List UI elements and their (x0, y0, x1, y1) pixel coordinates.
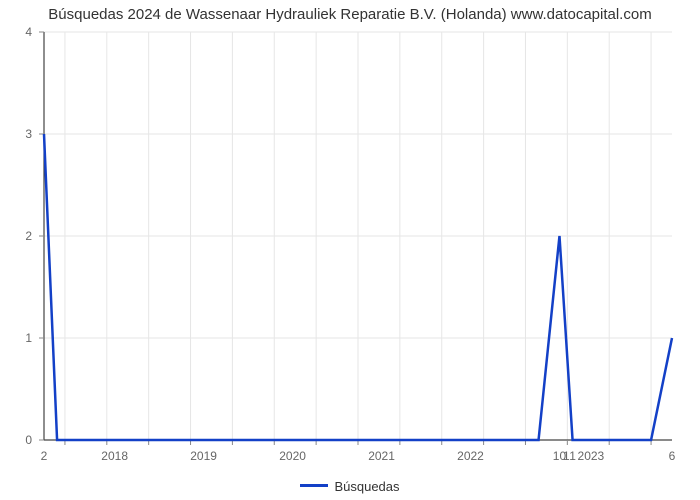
svg-text:0: 0 (25, 433, 32, 447)
chart-svg: 01234201820192020202120222023210116 (38, 30, 678, 470)
legend-swatch (300, 484, 328, 487)
chart-container: Búsquedas 2024 de Wassenaar Hydrauliek R… (0, 0, 700, 500)
svg-text:2022: 2022 (457, 449, 484, 463)
svg-text:2: 2 (41, 449, 48, 463)
legend: Búsquedas (0, 479, 700, 494)
svg-text:2021: 2021 (368, 449, 395, 463)
plot-area: 01234201820192020202120222023210116 (38, 30, 678, 440)
svg-text:2019: 2019 (190, 449, 217, 463)
svg-text:6: 6 (669, 449, 676, 463)
svg-text:2023: 2023 (578, 449, 605, 463)
svg-text:2020: 2020 (279, 449, 306, 463)
svg-text:1: 1 (569, 449, 576, 463)
svg-text:4: 4 (25, 25, 32, 39)
svg-text:2: 2 (25, 229, 32, 243)
chart-title: Búsquedas 2024 de Wassenaar Hydrauliek R… (0, 6, 700, 23)
svg-text:1: 1 (25, 331, 32, 345)
svg-text:2018: 2018 (101, 449, 128, 463)
svg-text:3: 3 (25, 127, 32, 141)
legend-label: Búsquedas (334, 479, 399, 494)
